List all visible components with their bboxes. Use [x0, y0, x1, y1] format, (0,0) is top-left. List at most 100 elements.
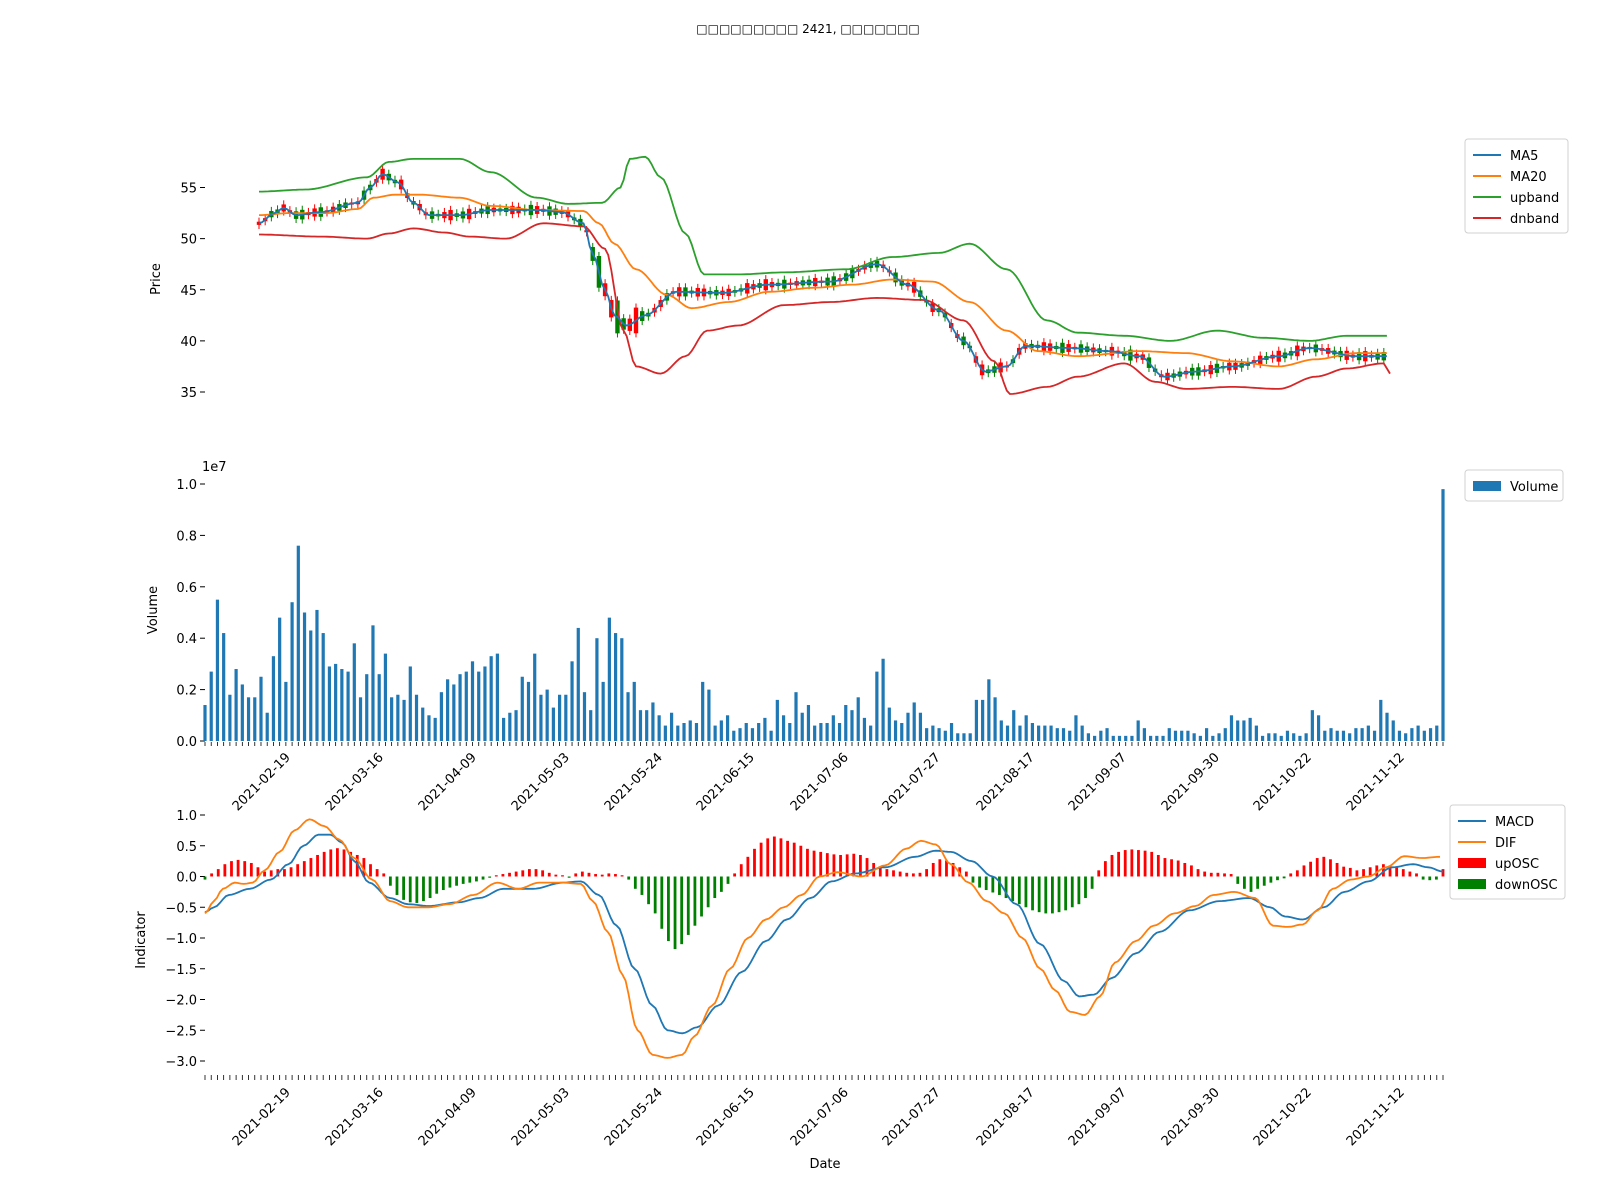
upOSC-bar	[256, 867, 260, 877]
indicator-y-tick-label: −1.5	[165, 963, 197, 978]
volume-bar	[1211, 735, 1215, 741]
downOSC-bar	[726, 876, 730, 884]
volume-bar	[1142, 728, 1146, 741]
indicator-x-label: 2021-04-09	[416, 1085, 480, 1149]
volume-bar	[377, 674, 381, 741]
volume-bar	[937, 728, 941, 741]
volume-bar	[533, 653, 537, 741]
volume-bar	[1285, 730, 1290, 741]
volume-x-label: 2021-02-19	[230, 750, 294, 814]
downOSC-bar	[422, 876, 425, 902]
upOSC-bar	[852, 853, 856, 877]
downOSC-bar	[647, 876, 650, 905]
downOSC-bar	[1421, 876, 1425, 880]
volume-bar	[278, 617, 282, 741]
downOSC-bar	[475, 876, 478, 882]
downOSC-bar	[991, 876, 995, 893]
upOSC-bar	[342, 849, 346, 877]
volume-bar	[620, 638, 624, 741]
downOSC-bar	[1249, 876, 1253, 892]
downOSC-bar	[1262, 876, 1266, 886]
indicator-legend-swatch	[1458, 879, 1486, 889]
upOSC-bar	[845, 854, 849, 877]
volume-bar	[246, 697, 251, 741]
volume-bar	[1030, 723, 1035, 741]
price-y-tick-label: 35	[180, 386, 197, 401]
volume-bar	[1348, 733, 1352, 741]
downOSC-bar	[395, 876, 399, 895]
upOSC-bar	[1170, 859, 1173, 877]
upOSC-bar	[1223, 873, 1226, 877]
upOSC-bar	[554, 874, 558, 877]
volume-bar	[234, 669, 238, 741]
volume-bar	[987, 679, 991, 741]
volume-bar	[725, 715, 730, 741]
upOSC-bar	[1362, 869, 1365, 877]
upOSC-bar	[1348, 867, 1352, 877]
price-panel: 35 40 45 50 55 Price MA5 MA20 upband dnband	[149, 138, 1569, 401]
upOSC-bar	[733, 873, 737, 877]
upOSC-bar	[1315, 858, 1319, 877]
volume-bar	[352, 643, 356, 741]
upOSC-bar	[309, 858, 313, 877]
downOSC-bar	[1057, 876, 1061, 913]
upOSC-bar	[269, 870, 273, 877]
indicator-y-tick-label: −2.5	[165, 1024, 197, 1039]
downOSC-bar	[984, 876, 988, 891]
price-line-upband	[259, 155, 1387, 342]
upOSC-bar	[1229, 874, 1233, 877]
volume-bar	[203, 705, 207, 741]
upOSC-bar	[839, 854, 842, 877]
volume-bar	[1192, 733, 1196, 741]
volume-bar	[296, 545, 300, 741]
upOSC-bar	[249, 862, 253, 877]
upOSC-bar	[931, 862, 935, 877]
upOSC-bar	[1408, 871, 1412, 877]
upOSC-bar	[594, 874, 597, 877]
volume-bar	[651, 702, 655, 741]
volume-bar	[1335, 730, 1339, 741]
upOSC-bar	[885, 869, 889, 877]
volume-y-tick-label: 0.4	[176, 632, 197, 647]
volume-bar	[1292, 733, 1296, 741]
volume-bar	[215, 599, 220, 741]
price-y-tick-label: 50	[180, 233, 197, 248]
volume-bar	[1080, 725, 1084, 741]
price-legend-entry: MA20	[1510, 170, 1547, 185]
downOSC-bar	[567, 876, 571, 878]
indicator-x-label: 2021-03-16	[323, 1085, 387, 1149]
upOSC-bar	[316, 854, 319, 877]
upOSC-bar	[587, 872, 591, 877]
price-legend-entry: dnband	[1510, 212, 1559, 227]
upOSC-bar	[355, 854, 359, 877]
volume-bar	[1105, 728, 1109, 741]
volume-bar	[302, 612, 307, 741]
downOSC-bar	[978, 876, 981, 888]
downOSC-bar	[488, 876, 492, 878]
volume-bar	[1279, 735, 1283, 741]
volume-x-label: 2021-09-07	[1066, 750, 1130, 814]
volume-ylabel: Volume	[146, 586, 161, 634]
upOSC-bar	[859, 854, 862, 877]
downOSC-bar	[1256, 876, 1260, 889]
volume-bar	[999, 720, 1003, 741]
volume-bar	[1267, 733, 1271, 741]
volume-bar	[757, 723, 761, 741]
indicator-y-tick-label: −3.0	[165, 1055, 197, 1070]
downOSC-bar	[719, 876, 723, 892]
volume-x-label: 2021-07-27	[880, 750, 944, 814]
volume-bar	[1310, 710, 1314, 741]
upOSC-bar	[1150, 851, 1154, 877]
upOSC-bar	[1143, 850, 1147, 877]
volume-bar	[1329, 728, 1333, 741]
upOSC-bar	[1176, 860, 1180, 877]
volume-bar	[607, 617, 611, 741]
indicator-x-label: 2021-05-24	[602, 1085, 666, 1149]
indicator-y-tick-label: −1.0	[165, 932, 197, 947]
volume-x-label: 2021-03-16	[323, 750, 387, 814]
volume-bar	[707, 689, 711, 741]
volume-x-label: 2021-07-06	[788, 750, 852, 814]
volume-bar	[732, 730, 736, 741]
volume-bar	[744, 723, 748, 741]
